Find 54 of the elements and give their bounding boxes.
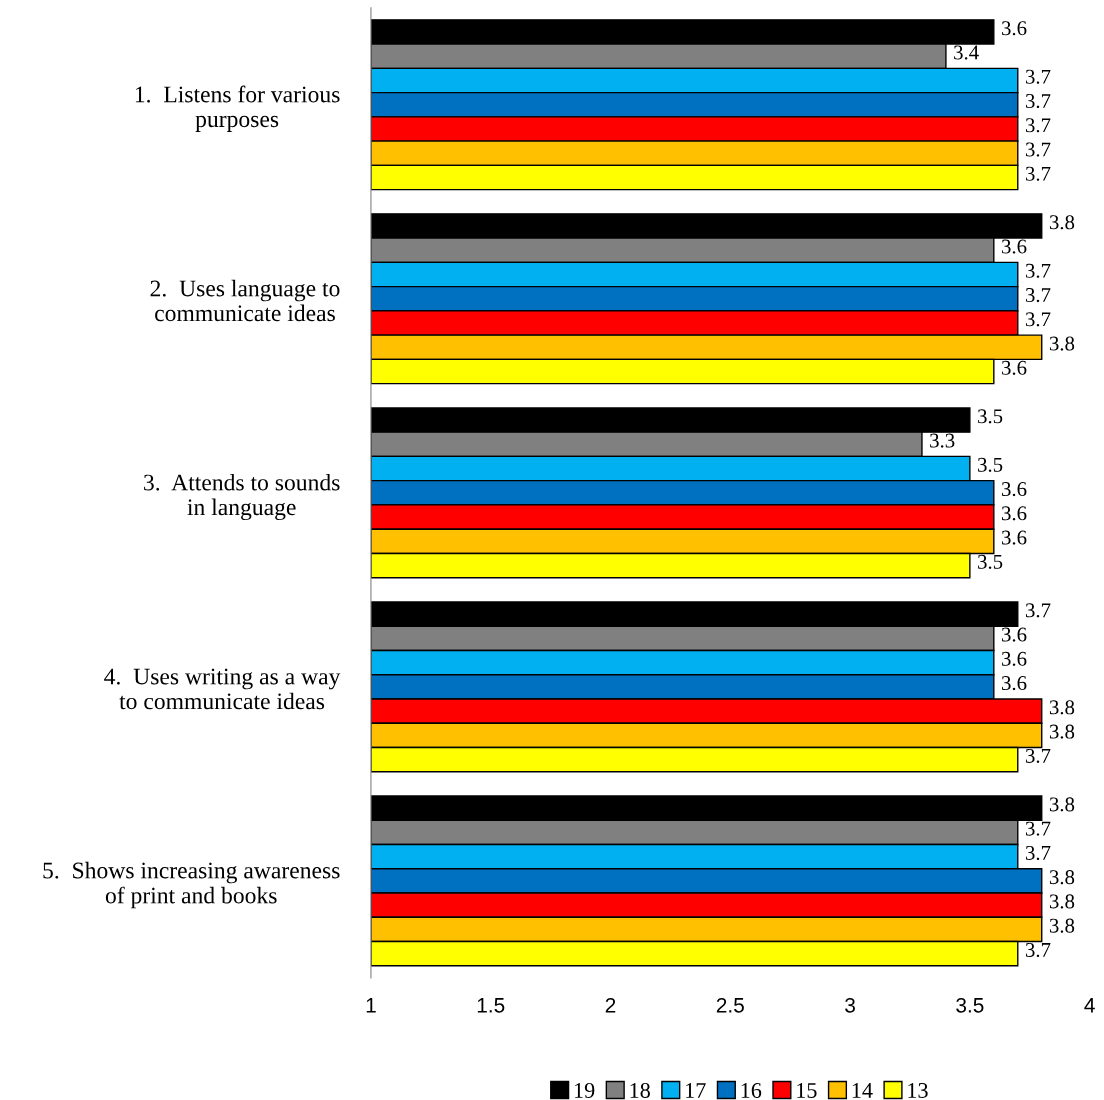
- legend-label: 15: [797, 1083, 817, 1098]
- data-label: 3.6: [1002, 676, 1027, 691]
- y-tick-label: 2. Uses language to communicate ideas: [150, 279, 340, 322]
- data-label: 3.8: [1049, 918, 1075, 933]
- data-label: 3.6: [1002, 360, 1027, 375]
- y-tick-label: 3. Attends to sounds in language: [144, 473, 340, 521]
- x-tick-label: 4: [1084, 998, 1095, 1013]
- data-label: 3.7: [1025, 118, 1051, 133]
- data-label: 3.6: [1002, 506, 1027, 521]
- x-tick-label: 3.5: [956, 997, 984, 1013]
- data-label: 3.7: [1025, 263, 1051, 278]
- data-label: 3.6: [1002, 627, 1027, 642]
- data-label: 3.5: [978, 554, 1003, 569]
- data-label: 3.8: [1049, 797, 1075, 812]
- data-label: 3.6: [1002, 651, 1027, 666]
- data-label: 3.6: [1002, 482, 1027, 497]
- data-label: 3.7: [1025, 166, 1051, 181]
- data-label: 3.7: [1025, 748, 1051, 763]
- data-label: 3.8: [1049, 894, 1075, 909]
- legend-label: 14: [852, 1083, 873, 1098]
- y-tick-label: 1. Listens for various purposes: [135, 85, 340, 132]
- legend-label: 16: [741, 1083, 762, 1098]
- data-label: 3.5: [978, 457, 1003, 472]
- x-tick-label: 2: [605, 997, 616, 1013]
- data-label: 3.3: [930, 433, 955, 448]
- data-label: 3.7: [1025, 942, 1051, 958]
- data-label: 3.6: [1002, 239, 1027, 254]
- y-tick-label: 5. Shows increasing awareness of print and books: [43, 861, 340, 909]
- legend-label: 13: [908, 1083, 928, 1098]
- data-label: 3.7: [1025, 845, 1051, 860]
- data-label: 3.7: [1025, 142, 1051, 157]
- legend-label: 18: [630, 1082, 650, 1098]
- data-label: 3.8: [1049, 700, 1075, 715]
- x-tick-label: 2.5: [716, 997, 744, 1013]
- data-label: 3.7: [1025, 603, 1051, 618]
- data-label: 3.8: [1049, 215, 1075, 230]
- data-label: 3.5: [978, 409, 1003, 424]
- legend-label: 19: [574, 1083, 595, 1098]
- data-label: 3.7: [1025, 93, 1051, 109]
- x-tick-label: 1: [366, 998, 376, 1013]
- x-tick-label: 1.5: [477, 998, 505, 1013]
- legend-label: 17: [686, 1083, 706, 1098]
- data-label: 3.4: [954, 45, 979, 60]
- x-tick-label: 3: [845, 997, 855, 1013]
- data-label: 3.7: [1025, 821, 1051, 836]
- data-label: 3.6: [1002, 21, 1027, 36]
- data-label: 3.7: [1025, 69, 1051, 84]
- data-label: 3.8: [1049, 336, 1075, 351]
- data-label: 3.7: [1025, 312, 1051, 327]
- y-tick-label: 4. Uses writing as a way to communicate ideas: [104, 668, 341, 710]
- data-label: 3.7: [1025, 288, 1051, 303]
- data-label: 3.8: [1049, 724, 1075, 739]
- data-label: 3.8: [1049, 870, 1075, 885]
- data-label: 3.6: [1002, 530, 1027, 545]
